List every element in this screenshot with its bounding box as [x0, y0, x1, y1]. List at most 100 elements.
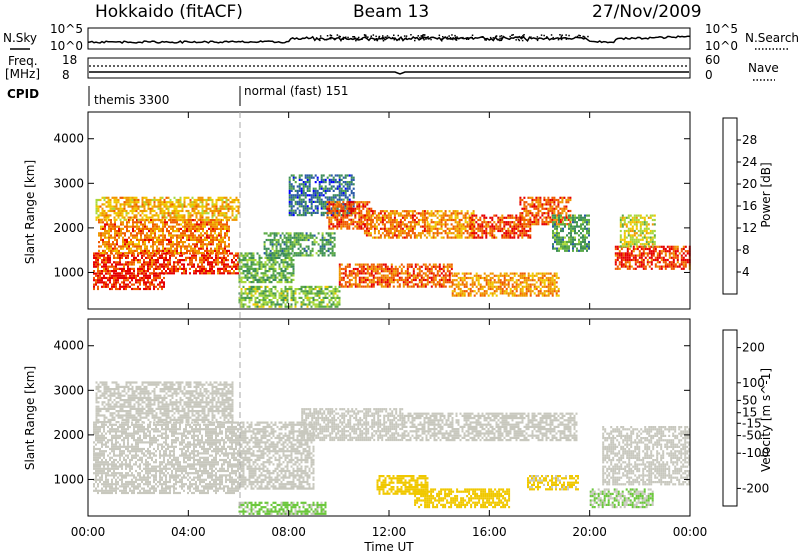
power-cells-cell-10	[499, 227, 502, 230]
power-cells-cell-8	[389, 214, 392, 217]
power-cells-cell-1	[136, 227, 138, 230]
power-cells-cell-6	[322, 174, 325, 177]
power-cells-cell-1	[144, 238, 146, 241]
power-cells-cell-2	[191, 205, 194, 208]
power-cells-cell-10	[523, 225, 526, 228]
power-cells-cell-4	[264, 272, 267, 275]
power-cells-cell-6	[338, 192, 341, 195]
power-cells-cell-0	[159, 254, 161, 257]
power-cells-cell-2	[139, 205, 142, 208]
power-cells-cell-0	[201, 263, 203, 266]
power-cells-cell-8	[385, 216, 388, 219]
power-cells-cell-4	[282, 274, 285, 277]
power-cells-cell-1	[196, 252, 198, 255]
power-cells-cell-2	[95, 198, 98, 202]
power-cells-cell-6	[316, 211, 319, 214]
power-cells-cell-12	[414, 278, 417, 282]
power-cells-cell-3	[137, 274, 139, 277]
power-cells-cell-2	[191, 203, 194, 206]
power-cells-cell-12	[370, 285, 373, 288]
power-cells-cell-1	[112, 223, 114, 226]
power-cells-cell-7	[356, 205, 359, 208]
power-cells-cell-1	[102, 241, 104, 244]
power-cells-cell-10	[479, 225, 482, 228]
power-cells-cell-9	[462, 223, 465, 226]
power-cells-cell-0	[155, 265, 157, 268]
power-cells-cell-8	[401, 229, 404, 233]
power-cells-cell-1	[162, 241, 164, 244]
power-cells-cell-1	[216, 245, 218, 248]
power-cells-cell-2	[177, 205, 180, 208]
power-cells-cell-8	[381, 223, 384, 226]
power-cells-cell-4	[286, 272, 289, 275]
power-cells-cell-2	[121, 203, 124, 206]
power-cells-cell-1	[192, 238, 194, 241]
power-cells-cell-13	[519, 290, 522, 293]
power-cells-cell-11	[547, 220, 550, 224]
power-cells-cell-1	[202, 227, 204, 230]
power-cells-cell-5	[285, 247, 288, 250]
power-cells-cell-8	[377, 223, 380, 226]
power-cells-cell-3	[157, 283, 159, 286]
power-cells-cell-1	[198, 247, 200, 250]
power-cells-cell-2	[141, 196, 144, 199]
power-cells-cell-1	[150, 245, 152, 248]
power-cells-cell-5	[327, 238, 330, 242]
power-cells-cell-9	[446, 214, 449, 217]
power-cells-cell-2	[197, 196, 200, 199]
power-cells-cell-0	[153, 270, 155, 273]
power-cells-cell-13	[521, 285, 524, 288]
power-cells-cell-4	[250, 259, 253, 262]
power-cells-cell-1	[100, 236, 102, 239]
power-cells-cell-1	[154, 243, 156, 246]
power-cells-cell-2	[199, 205, 202, 208]
power-cells-cell-13	[521, 294, 524, 297]
power-cells-cell-4	[246, 263, 249, 266]
power-cells-cell-12	[394, 278, 397, 282]
power-cells-cell-0	[197, 263, 199, 266]
power-cells-cell-3	[115, 274, 117, 277]
power-cells-cell-0	[169, 259, 171, 262]
power-cells-cell-9	[464, 221, 467, 224]
power-cells-cell-1	[172, 234, 174, 237]
power-cells-cell-8	[407, 210, 410, 213]
power-cells-cell-8	[365, 232, 368, 235]
power-cells-cell-11	[525, 212, 528, 215]
power-cells-cell-1	[206, 252, 208, 255]
power-cells-cell-4	[264, 281, 267, 284]
power-cells-cell-2	[141, 201, 144, 204]
power-cells-cell-12	[440, 278, 443, 282]
power-cells-cell-12	[354, 276, 357, 279]
power-cells-cell-1	[140, 221, 142, 224]
power-cells-cell-0	[215, 261, 217, 264]
power-cells-cell-0	[199, 261, 201, 264]
power-cells-cell-8	[389, 232, 392, 235]
power-cells-cell-13	[493, 279, 496, 282]
power-cells-cell-6	[308, 211, 311, 214]
power-cells-cell-2	[177, 218, 180, 221]
power-cells-cell-10	[513, 236, 516, 239]
power-cells-cell-9	[444, 218, 447, 222]
power-cells-cell-1	[112, 247, 114, 250]
power-cells-cell-12	[366, 276, 369, 279]
power-cells-cell-7	[352, 218, 355, 221]
power-cells-cell-9	[442, 212, 445, 215]
power-cells-cell-5	[283, 234, 286, 237]
power-cells-cell-13	[463, 274, 466, 277]
power-cells-cell-1	[162, 238, 164, 241]
power-cells-cell-10	[529, 229, 532, 233]
power-cells-cell-1	[226, 245, 228, 248]
power-cells-cell-4	[250, 267, 253, 270]
power-cells-cell-7	[338, 212, 341, 215]
power-cells-cell-1	[196, 223, 198, 226]
power-cells-cell-5	[277, 243, 280, 246]
power-cells-cell-6	[296, 189, 299, 192]
power-cells-cell-2	[125, 198, 128, 202]
power-cells-cell-7	[370, 216, 373, 219]
power-cells-cell-1	[108, 249, 110, 252]
power-cells-cell-1	[106, 243, 108, 246]
power-cells-cell-2	[175, 216, 178, 219]
power-cells-cell-0	[157, 261, 159, 264]
power-cells-cell-7	[350, 212, 353, 215]
power-cells-cell-11	[543, 196, 546, 199]
